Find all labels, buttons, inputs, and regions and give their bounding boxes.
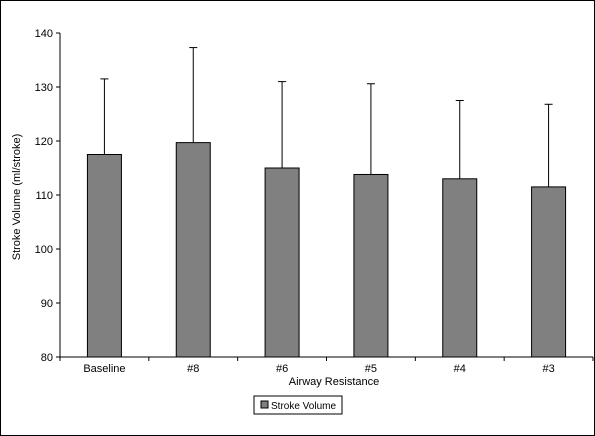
x-tick-label: #4 [454, 363, 466, 375]
x-tick-label: #5 [365, 363, 377, 375]
bar [531, 186, 567, 358]
x-tick-label: Baseline [83, 363, 125, 375]
x-tick-label: #3 [542, 363, 554, 375]
legend: Stroke Volume [253, 395, 343, 415]
legend-label: Stroke Volume [271, 401, 336, 412]
bar [353, 173, 389, 358]
y-tick-label: 80 [41, 352, 53, 364]
bar [86, 154, 122, 358]
x-axis-title: Airway Resistance [289, 376, 379, 388]
y-tick-label: 110 [35, 190, 53, 202]
y-tick-label: 140 [35, 28, 53, 40]
x-tick-label: #8 [187, 363, 199, 375]
legend-swatch [260, 400, 269, 409]
y-tick-label: 100 [35, 244, 53, 256]
bar [264, 167, 300, 358]
y-tick-label: 130 [35, 82, 53, 94]
plot-area: 80 90 100 110 120 130 140 Baseline #8 #6 #5 #4 #3 [35, 28, 594, 375]
y-axis-title: Stroke Volume (ml/stroke) [11, 134, 23, 261]
x-tick-label: #6 [276, 363, 288, 375]
legend-box [253, 395, 343, 415]
y-tick-label: 120 [35, 136, 53, 148]
bar [175, 142, 211, 358]
y-tick-label: 90 [41, 298, 53, 310]
bar [442, 178, 478, 358]
